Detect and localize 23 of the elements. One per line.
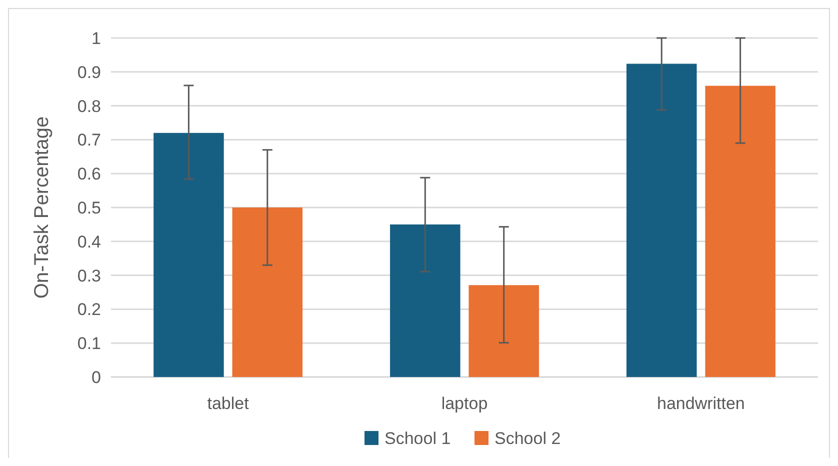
y-tick-label: 0.5 [77,198,101,218]
bar [390,224,460,377]
legend-label: School 2 [494,428,561,448]
bar [705,86,776,377]
bar [154,132,224,377]
y-tick-label: 0.6 [77,164,101,184]
y-tick-label: 0.2 [77,300,101,320]
y-tick-label: 0.9 [77,62,101,82]
x-tick-label: laptop [441,394,488,413]
bar [468,285,539,377]
y-tick-label: 0.1 [77,334,101,354]
y-tick-label: 0.8 [77,96,101,116]
legend-label: School 1 [384,428,451,448]
x-tick-label: tablet [207,394,250,413]
bar [626,64,697,377]
bar [232,208,303,377]
y-axis-title: On-Task Percentage [31,116,53,299]
y-tick-label: 0.4 [77,232,101,252]
y-tick-label: 0.3 [77,266,101,286]
y-tick-label: 0 [92,368,101,387]
x-tick-label: handwritten [657,394,745,413]
y-tick-label: 1 [92,28,101,48]
y-tick-label: 0.7 [77,130,101,150]
